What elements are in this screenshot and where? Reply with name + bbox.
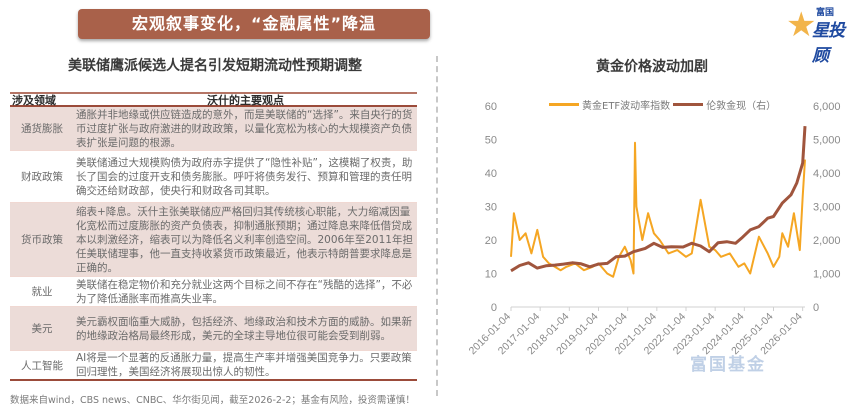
left-axis-tick: 60 — [485, 101, 497, 113]
row-field: 美元 — [31, 323, 53, 335]
header-view: 沃什的主要观点 — [207, 93, 284, 107]
volatility-line — [510, 141, 806, 278]
legend-swatch-volatility — [549, 103, 579, 106]
row-field: 人工智能 — [21, 359, 63, 372]
title-banner: 宏观叙事变化，“金融属性”降温 — [78, 9, 430, 39]
row-view: 缩表+降息。沃什主张美联储应严格回归其传统核心职能，大力缩减因量化宽松而过度膨胀… — [76, 205, 413, 274]
right-axis-tick: 2,000 — [813, 235, 841, 247]
right-axis-tick: 1,000 — [813, 269, 841, 281]
logo-big-text: 星投顾 — [812, 21, 845, 66]
left-axis-tick: 0 — [491, 302, 497, 314]
row-field: 货币政策 — [21, 234, 63, 246]
right-axis-tick: 0 — [813, 302, 819, 314]
row-view: AI将是一个显著的反通胀力量，提高生产率并增强美国竞争力。只要政策回归理性，美国… — [76, 352, 412, 378]
legend-label-volatility: 黄金ETF波动率指数 — [582, 101, 671, 112]
table-header: 涉及领域 沃什的主要观点 — [10, 92, 417, 107]
right-axis-tick: 6,000 — [813, 101, 841, 113]
footnote: 数据来自wind，CBS news、CNBC、华尔街见闻，截至2026-2-2；… — [10, 395, 415, 406]
page-title: 宏观叙事变化，“金融属性”降温 — [131, 14, 377, 33]
right-axis-tick: 4,000 — [813, 168, 841, 180]
table-row: 财政政策 美联储通过大规模购债为政府赤字提供了“隐性补贴”，这模糊了权责，助长了… — [10, 151, 417, 203]
legend-swatch-gold — [673, 103, 704, 106]
row-view: 美联储通过大规模购债为政府赤字提供了“隐性补贴”，这模糊了权责，助长了国会的过度… — [76, 156, 413, 197]
logo: ★ 富国 星投顾 — [786, 2, 856, 66]
warsh-views-table: 涉及领域 沃什的主要观点 通货膨胀 通胀并非地缘或供应链造成的意外，而是美联储的… — [10, 92, 417, 381]
row-field: 就业 — [31, 286, 53, 298]
star-icon: ★ — [786, 5, 817, 45]
logo-small-text: 富国 — [816, 8, 835, 18]
row-view: 美联储在稳定物价和充分就业这两个目标之间不存在“残酷的选择”，不必为了降低通胀率… — [76, 278, 413, 305]
left-axis-tick: 20 — [485, 235, 497, 247]
legend-label-gold: 伦敦金现（右） — [706, 101, 777, 112]
table-row: 美元 美元霸权面临重大威胁，包括经济、地缘政治和技术方面的威胁。如果新的地缘政治… — [10, 307, 417, 351]
table-row: 就业 美联储在稳定物价和充分就业这两个目标之间不存在“残酷的选择”，不必为了降低… — [10, 277, 417, 307]
row-view: 美元霸权面临重大威胁，包括经济、地缘政治和技术方面的威胁。如果新的地缘政治格局最… — [76, 315, 412, 342]
chart-legend: 黄金ETF波动率指数 伦敦金现（右） — [546, 97, 776, 112]
left-axis-tick: 10 — [485, 269, 497, 281]
row-field: 财政政策 — [21, 171, 63, 183]
left-axis-tick: 30 — [485, 202, 497, 214]
left-panel-title: 美联储鹰派候选人提名引发短期流动性预期调整 — [68, 58, 362, 74]
panel-divider — [436, 56, 438, 396]
gold-chart: 0 10 20 30 40 50 60 0 1,000 2,000 3,000 4,000 5,000 6… — [467, 101, 841, 357]
left-axis-tick: 40 — [485, 168, 497, 180]
header-field: 涉及领域 — [12, 93, 56, 107]
row-view: 通胀并非地缘或供应链造成的意外，而是美联储的“选择”。来自央行的货币过度扩张与政… — [76, 108, 413, 149]
watermark-text: 富国基金 — [690, 355, 766, 375]
chart-title: 黄金价格波动加剧 — [596, 59, 708, 75]
left-axis-tick: 50 — [485, 135, 497, 147]
table-row: 通货膨胀 通胀并非地缘或供应链造成的意外，而是美联储的“选择”。来自央行的货币过… — [10, 107, 417, 151]
right-axis-tick: 3,000 — [813, 202, 841, 214]
gold-price-line — [510, 126, 807, 273]
row-field: 通货膨胀 — [21, 123, 63, 135]
right-axis-tick: 5,000 — [813, 135, 841, 147]
table-row: 货币政策 缩表+降息。沃什主张美联储应严格回归其传统核心职能，大力缩减因量化宽松… — [10, 203, 417, 277]
table-row: 人工智能 AI将是一个显著的反通胀力量，提高生产率并增强美国竞争力。只要政策回归… — [10, 351, 417, 381]
